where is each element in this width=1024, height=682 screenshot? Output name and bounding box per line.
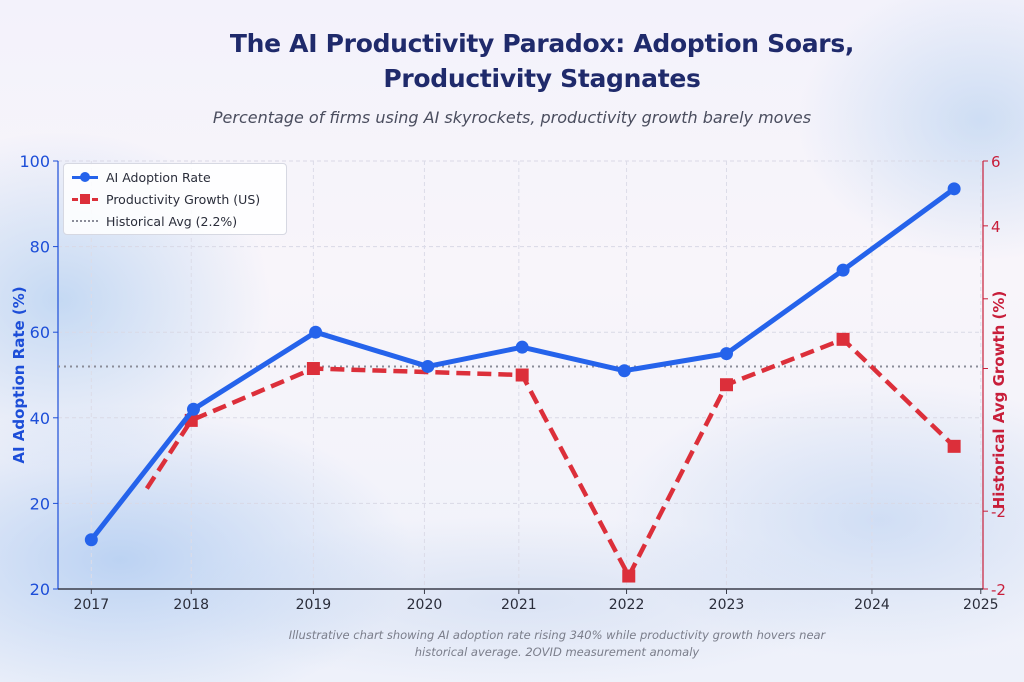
- productivity-point: [622, 569, 636, 583]
- chart-title-line-1: The AI Productivity Paradox: Adoption So…: [229, 29, 855, 58]
- x-tick-label: 2025: [963, 597, 999, 613]
- x-tick-label: 2022: [609, 597, 645, 613]
- legend-label: Historical Avg (2.2%): [106, 213, 238, 229]
- caption-line-1: Illustrative chart showing AI adoption r…: [288, 628, 826, 642]
- ai-adoption-point: [309, 325, 323, 339]
- y2-axis-label: Historical Avg Growth (%): [990, 291, 1008, 510]
- ai-adoption-point: [617, 364, 631, 378]
- y-tick-label: 20: [30, 494, 50, 513]
- x-tick-label: 2018: [173, 597, 209, 613]
- ai-adoption-point: [186, 402, 200, 416]
- ai-adoption-point: [84, 533, 98, 547]
- productivity-growth-line: [144, 336, 956, 581]
- blue-circle-line-icon: [72, 171, 98, 183]
- ai-adoption-point: [515, 340, 529, 354]
- caption-line-2: historical average. 2OVID measurement an…: [414, 645, 700, 659]
- y2-tick-label: 6: [991, 153, 1001, 171]
- y-tick-label: 80: [30, 238, 50, 257]
- productivity-point: [515, 368, 529, 382]
- legend-label: AI Adoption Rate: [106, 169, 211, 185]
- productivity-point: [306, 362, 320, 376]
- x-tick-label: 2017: [73, 597, 109, 613]
- productivity-point: [947, 439, 961, 453]
- x-tick-label: 2021: [501, 597, 537, 613]
- chart-title: The AI Productivity Paradox: Adoption So…: [0, 26, 1024, 96]
- y-tick-label: 20: [30, 580, 50, 599]
- y2-tick-label: -2: [991, 503, 1006, 521]
- x-tick-label: 2023: [709, 597, 745, 613]
- legend: AI Adoption Rate Productivity Growth (US…: [63, 163, 287, 235]
- chart-caption: Illustrative chart showing AI adoption r…: [0, 627, 1024, 661]
- ai-adoption-point: [947, 182, 961, 196]
- ai-adoption-point: [421, 359, 435, 373]
- y-axis-label: AI Adoption Rate (%): [10, 286, 28, 463]
- ai-adoption-point: [719, 347, 733, 361]
- x-tick-label: 2024: [854, 597, 890, 613]
- y2-tick-label: -2: [991, 581, 1006, 599]
- legend-label: Productivity Growth (US): [106, 191, 261, 207]
- x-tick-label: 2019: [296, 597, 332, 613]
- y-tick-label: 60: [30, 323, 50, 342]
- ai-adoption-line: [89, 186, 956, 542]
- productivity-point: [836, 332, 850, 346]
- x-tick-label: 2020: [407, 597, 443, 613]
- legend-item-historical-avg: Historical Avg (2.2%): [72, 211, 237, 231]
- chart-subtitle: Percentage of firms using AI skyrockets,…: [212, 108, 812, 127]
- y2-tick-label: 4: [991, 218, 1001, 236]
- legend-item-ai-adoption: AI Adoption Rate: [72, 167, 211, 187]
- y-tick-label: 100: [19, 152, 50, 171]
- y-tick-label: 40: [30, 409, 50, 428]
- chart-title-line-2: Productivity Stagnates: [383, 64, 701, 93]
- series-layer: [58, 182, 983, 583]
- legend-item-productivity-growth: Productivity Growth (US): [72, 189, 260, 209]
- red-square-dashed-icon: [72, 193, 98, 205]
- productivity-point: [719, 378, 733, 392]
- ai-adoption-point: [836, 263, 850, 277]
- gray-dotted-line-icon: [72, 215, 98, 227]
